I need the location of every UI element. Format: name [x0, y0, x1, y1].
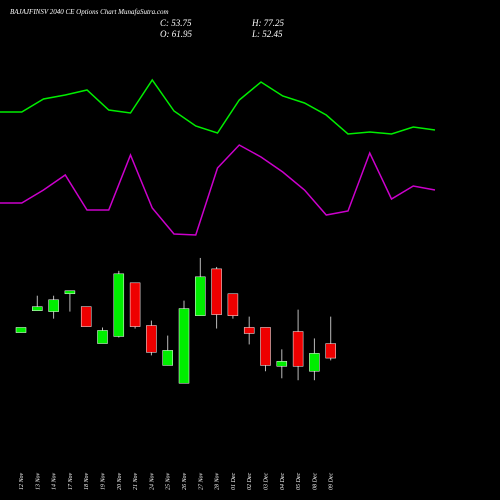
high-label: H: 77.25	[251, 18, 284, 28]
x-tick-label: 05 Dec	[296, 473, 302, 490]
candle-body	[195, 276, 206, 316]
candle-body	[292, 331, 304, 367]
x-tick-label: 01 Dec	[231, 473, 237, 490]
candle-body	[276, 361, 288, 367]
x-tick-label: 04 Dec	[279, 473, 286, 490]
x-tick-label: 21 Nov	[133, 472, 139, 490]
candle-body	[309, 353, 320, 372]
candle-body	[211, 268, 222, 315]
line-series	[0, 144, 436, 236]
x-tick-label: 12 Nov	[19, 472, 25, 490]
candle-body	[32, 306, 43, 311]
candle-body	[325, 343, 336, 359]
candle-body	[15, 327, 27, 333]
x-tick-label: 25 Nov	[166, 472, 172, 490]
line-series	[0, 78, 436, 135]
x-tick-label: 14 Nov	[51, 472, 58, 490]
candle-body	[146, 325, 157, 353]
candle-body	[227, 293, 239, 316]
chart-title: BAJAJFINSV 2040 CE Options Chart MunafaS…	[10, 8, 169, 16]
candle-body	[97, 330, 108, 344]
x-tick-label: 18 Nov	[84, 472, 90, 490]
candle-body	[243, 327, 255, 334]
x-tick-label: 13 Nov	[35, 472, 41, 490]
close-label: C: 53.75	[160, 18, 192, 28]
x-tick-label: 02 Dec	[247, 473, 253, 490]
x-tick-label: 27 Nov	[198, 472, 204, 490]
x-tick-label: 17 Nov	[68, 472, 74, 490]
candle-body	[178, 308, 190, 384]
x-tick-label: 09 Dec	[329, 473, 335, 490]
candle-body	[48, 299, 59, 312]
x-tick-label: 08 Dec	[312, 473, 318, 490]
x-tick-label: 26 Nov	[182, 472, 188, 490]
x-tick-label: 28 Nov	[215, 472, 221, 490]
x-tick-label: 20 Nov	[117, 472, 123, 490]
candle-body	[129, 282, 141, 327]
candle-body	[113, 273, 125, 337]
candle-body	[260, 327, 271, 366]
candle-body	[80, 306, 92, 327]
candle-body	[64, 290, 76, 295]
x-tick-label: 19 Nov	[101, 472, 107, 490]
open-label: O: 61.95	[160, 29, 192, 39]
low-label: L: 52.45	[251, 29, 283, 39]
x-tick-label: 03 Dec	[264, 473, 270, 490]
x-tick-label: 24 Nov	[148, 472, 155, 490]
candle-body	[162, 350, 173, 366]
